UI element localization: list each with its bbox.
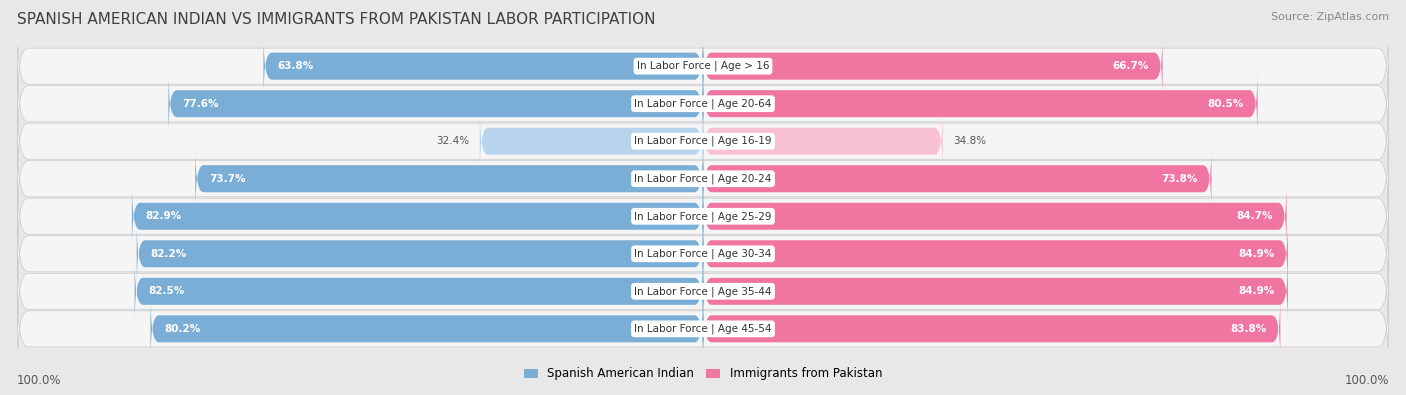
Text: 32.4%: 32.4% — [436, 136, 470, 146]
FancyBboxPatch shape — [17, 103, 1389, 179]
FancyBboxPatch shape — [479, 110, 703, 173]
FancyBboxPatch shape — [703, 222, 1288, 285]
Text: 80.2%: 80.2% — [165, 324, 201, 334]
Text: 82.2%: 82.2% — [150, 249, 187, 259]
Text: In Labor Force | Age 25-29: In Labor Force | Age 25-29 — [634, 211, 772, 222]
Text: In Labor Force | Age 20-64: In Labor Force | Age 20-64 — [634, 98, 772, 109]
Text: In Labor Force | Age 20-24: In Labor Force | Age 20-24 — [634, 173, 772, 184]
Text: 84.9%: 84.9% — [1237, 286, 1274, 296]
Text: In Labor Force | Age > 16: In Labor Force | Age > 16 — [637, 61, 769, 71]
FancyBboxPatch shape — [17, 66, 1389, 142]
Text: 82.9%: 82.9% — [146, 211, 181, 221]
FancyBboxPatch shape — [703, 185, 1286, 248]
FancyBboxPatch shape — [195, 147, 703, 210]
FancyBboxPatch shape — [17, 141, 1389, 217]
FancyBboxPatch shape — [17, 178, 1389, 254]
Text: 34.8%: 34.8% — [953, 136, 986, 146]
FancyBboxPatch shape — [703, 110, 943, 173]
FancyBboxPatch shape — [263, 35, 703, 98]
Text: Source: ZipAtlas.com: Source: ZipAtlas.com — [1271, 12, 1389, 22]
FancyBboxPatch shape — [17, 253, 1389, 329]
FancyBboxPatch shape — [703, 297, 1281, 360]
Text: 100.0%: 100.0% — [17, 374, 62, 387]
Text: 84.9%: 84.9% — [1237, 249, 1274, 259]
Text: In Labor Force | Age 35-44: In Labor Force | Age 35-44 — [634, 286, 772, 297]
FancyBboxPatch shape — [703, 260, 1288, 323]
Text: In Labor Force | Age 16-19: In Labor Force | Age 16-19 — [634, 136, 772, 147]
Text: SPANISH AMERICAN INDIAN VS IMMIGRANTS FROM PAKISTAN LABOR PARTICIPATION: SPANISH AMERICAN INDIAN VS IMMIGRANTS FR… — [17, 12, 655, 27]
FancyBboxPatch shape — [132, 185, 703, 248]
Text: 84.7%: 84.7% — [1236, 211, 1272, 221]
FancyBboxPatch shape — [17, 28, 1389, 104]
FancyBboxPatch shape — [17, 216, 1389, 292]
Text: 83.8%: 83.8% — [1230, 324, 1267, 334]
FancyBboxPatch shape — [169, 72, 703, 135]
FancyBboxPatch shape — [703, 72, 1257, 135]
FancyBboxPatch shape — [703, 147, 1212, 210]
Text: 66.7%: 66.7% — [1112, 61, 1149, 71]
Text: In Labor Force | Age 30-34: In Labor Force | Age 30-34 — [634, 248, 772, 259]
Text: 73.8%: 73.8% — [1161, 174, 1198, 184]
FancyBboxPatch shape — [150, 297, 703, 360]
FancyBboxPatch shape — [703, 35, 1163, 98]
Text: In Labor Force | Age 45-54: In Labor Force | Age 45-54 — [634, 324, 772, 334]
Text: 100.0%: 100.0% — [1344, 374, 1389, 387]
Legend: Spanish American Indian, Immigrants from Pakistan: Spanish American Indian, Immigrants from… — [519, 363, 887, 385]
FancyBboxPatch shape — [136, 222, 703, 285]
Text: 82.5%: 82.5% — [149, 286, 184, 296]
Text: 77.6%: 77.6% — [183, 99, 219, 109]
FancyBboxPatch shape — [135, 260, 703, 323]
Text: 63.8%: 63.8% — [277, 61, 314, 71]
FancyBboxPatch shape — [17, 291, 1389, 367]
Text: 80.5%: 80.5% — [1208, 99, 1244, 109]
Text: 73.7%: 73.7% — [209, 174, 246, 184]
